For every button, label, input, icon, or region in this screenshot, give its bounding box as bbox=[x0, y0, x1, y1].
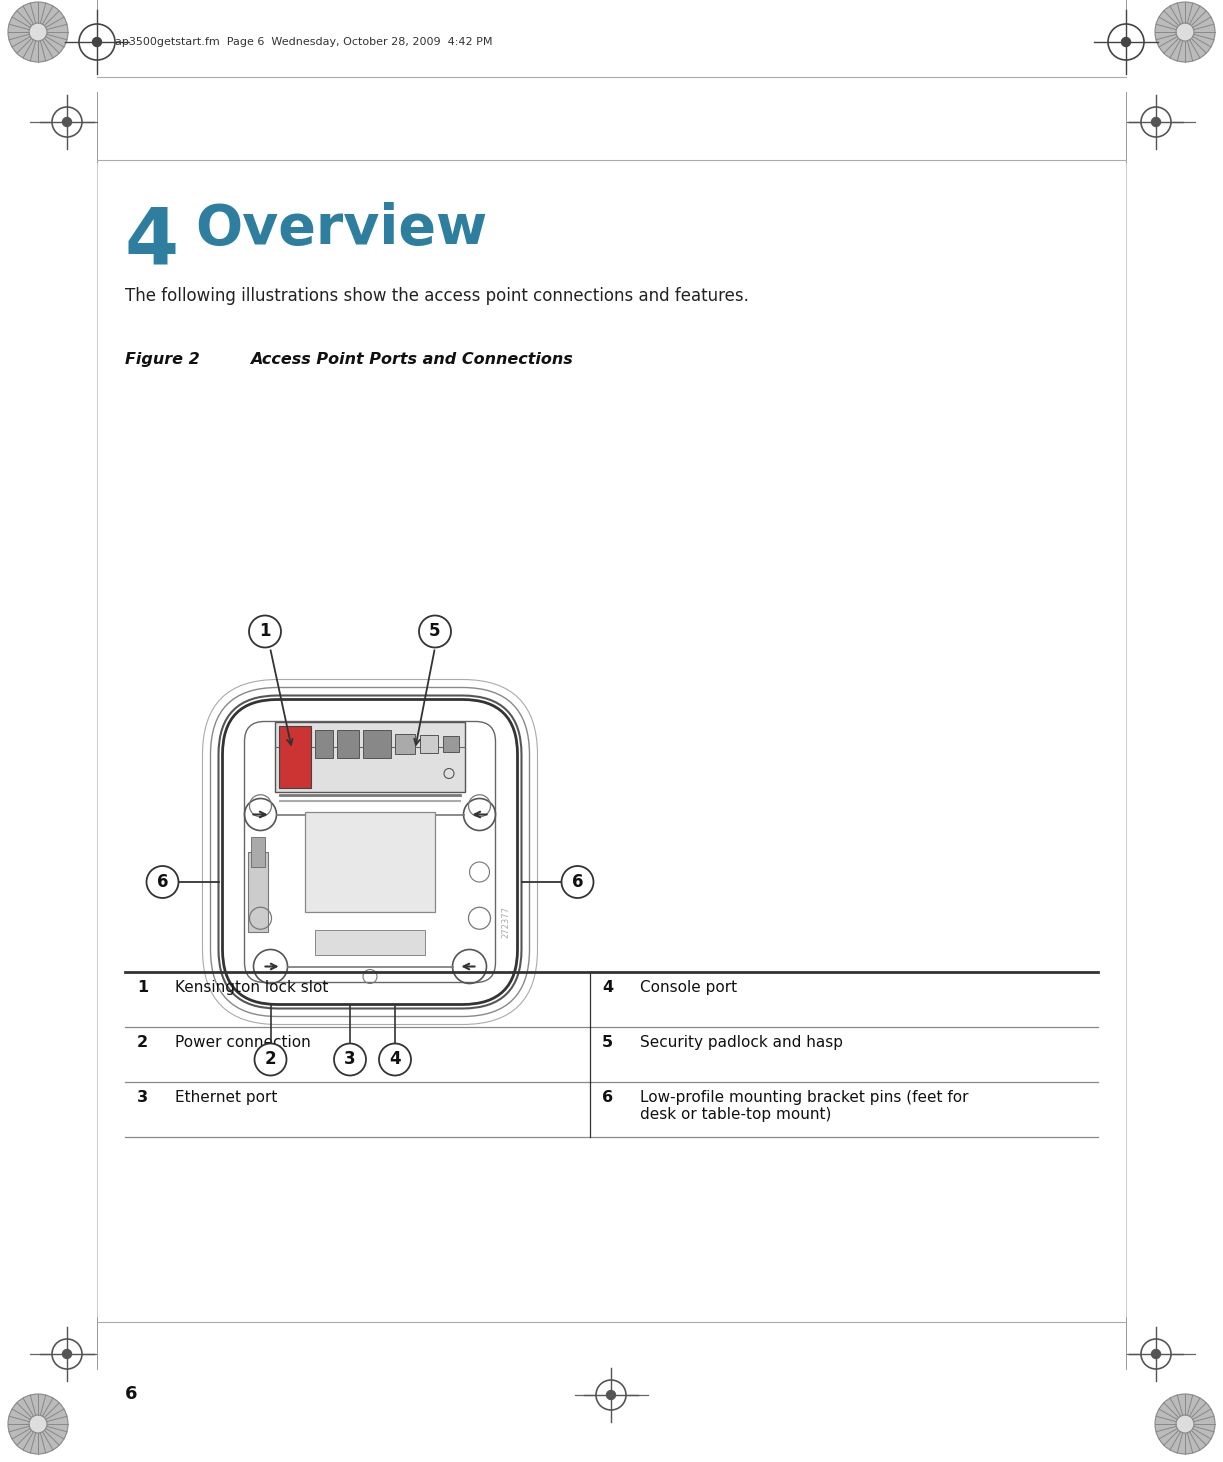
Circle shape bbox=[147, 866, 179, 898]
Circle shape bbox=[9, 1, 68, 61]
Bar bbox=[275, 722, 465, 791]
Circle shape bbox=[419, 616, 451, 648]
Text: 4: 4 bbox=[125, 205, 179, 281]
Text: Overview: Overview bbox=[194, 202, 487, 256]
Text: 6: 6 bbox=[125, 1385, 137, 1404]
Circle shape bbox=[1141, 107, 1170, 137]
Circle shape bbox=[334, 1044, 366, 1076]
Circle shape bbox=[29, 1415, 46, 1433]
Text: 5: 5 bbox=[429, 623, 440, 640]
Text: 3: 3 bbox=[344, 1051, 356, 1069]
Text: Power connection: Power connection bbox=[175, 1035, 311, 1050]
Circle shape bbox=[561, 866, 593, 898]
Text: Ethernet port: Ethernet port bbox=[175, 1091, 278, 1105]
Circle shape bbox=[1155, 1393, 1214, 1455]
Circle shape bbox=[53, 107, 82, 137]
Text: 2: 2 bbox=[264, 1051, 276, 1069]
Text: 3: 3 bbox=[137, 1091, 148, 1105]
Circle shape bbox=[53, 1339, 82, 1368]
Text: 2: 2 bbox=[137, 1035, 148, 1050]
Circle shape bbox=[596, 1380, 626, 1409]
Circle shape bbox=[1141, 1339, 1170, 1368]
Circle shape bbox=[249, 616, 281, 648]
Text: Security padlock and hasp: Security padlock and hasp bbox=[640, 1035, 843, 1050]
Bar bbox=[279, 725, 311, 788]
Circle shape bbox=[9, 1393, 68, 1455]
Text: Kensington lock slot: Kensington lock slot bbox=[175, 980, 328, 996]
Text: 1: 1 bbox=[259, 623, 270, 640]
Text: 5: 5 bbox=[602, 1035, 613, 1050]
Bar bbox=[443, 735, 459, 751]
Circle shape bbox=[62, 117, 71, 127]
Text: Console port: Console port bbox=[640, 980, 737, 996]
Text: The following illustrations show the access point connections and features.: The following illustrations show the acc… bbox=[125, 287, 748, 306]
Bar bbox=[247, 852, 268, 931]
Circle shape bbox=[1152, 1349, 1161, 1358]
Text: Low-profile mounting bracket pins (feet for
desk or table-top mount): Low-profile mounting bracket pins (feet … bbox=[640, 1091, 969, 1123]
Circle shape bbox=[1152, 117, 1161, 127]
Bar bbox=[419, 734, 438, 753]
Text: 272377: 272377 bbox=[501, 906, 510, 939]
Circle shape bbox=[1121, 38, 1130, 47]
Text: 6: 6 bbox=[571, 873, 583, 890]
Circle shape bbox=[1177, 1415, 1194, 1433]
Circle shape bbox=[62, 1349, 71, 1358]
Circle shape bbox=[93, 38, 102, 47]
Circle shape bbox=[379, 1044, 411, 1076]
Bar bbox=[338, 730, 360, 757]
Bar bbox=[305, 811, 435, 912]
Text: 4: 4 bbox=[602, 980, 613, 996]
Circle shape bbox=[1177, 23, 1194, 41]
Circle shape bbox=[79, 23, 115, 60]
Text: 6: 6 bbox=[602, 1091, 613, 1105]
Circle shape bbox=[1108, 23, 1144, 60]
Circle shape bbox=[607, 1390, 615, 1399]
Circle shape bbox=[1155, 1, 1214, 61]
Circle shape bbox=[29, 23, 46, 41]
Bar bbox=[363, 730, 391, 757]
Bar bbox=[316, 730, 333, 757]
Bar bbox=[251, 838, 264, 867]
Text: Access Point Ports and Connections: Access Point Ports and Connections bbox=[249, 352, 572, 367]
Text: 6: 6 bbox=[157, 873, 169, 890]
Text: ap3500getstart.fm  Page 6  Wednesday, October 28, 2009  4:42 PM: ap3500getstart.fm Page 6 Wednesday, Octo… bbox=[115, 37, 493, 47]
Bar bbox=[316, 930, 426, 955]
Bar bbox=[395, 734, 415, 753]
Circle shape bbox=[254, 1044, 286, 1076]
Text: Figure 2: Figure 2 bbox=[125, 352, 199, 367]
Text: 4: 4 bbox=[389, 1051, 401, 1069]
Text: 1: 1 bbox=[137, 980, 148, 996]
